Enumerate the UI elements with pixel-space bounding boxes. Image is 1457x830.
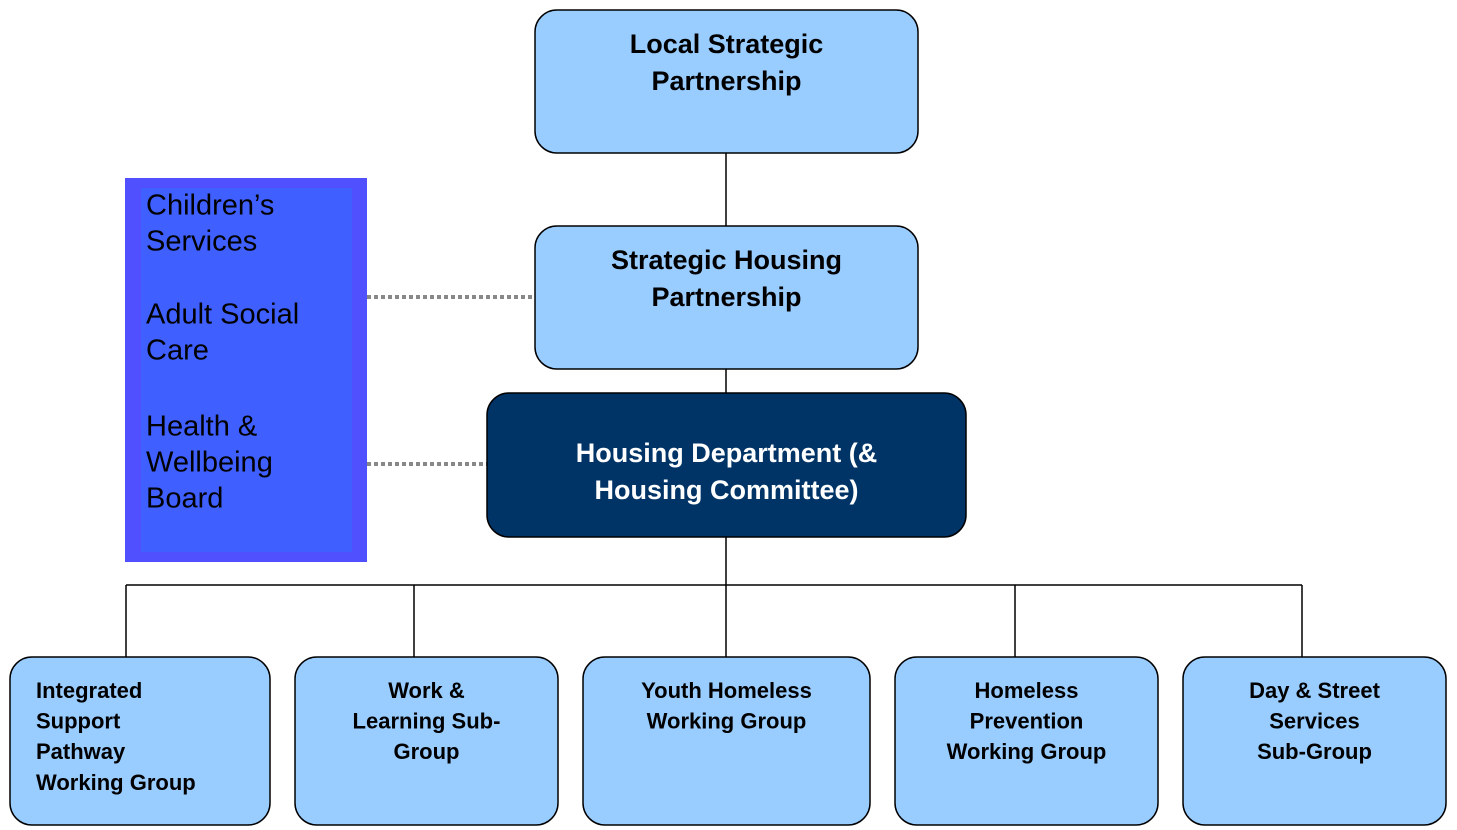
node-box xyxy=(534,9,919,154)
node-label: Partnership xyxy=(651,282,801,312)
node-label: Working Group xyxy=(947,739,1107,764)
node-label: Work & xyxy=(388,678,465,703)
side-item: Health & xyxy=(146,411,257,443)
node-label: Housing Committee) xyxy=(594,475,858,505)
node-box xyxy=(294,656,559,826)
node-label: Working Group xyxy=(647,709,807,734)
node-label: Day & Street xyxy=(1249,678,1381,703)
node-box xyxy=(894,656,1159,826)
node-box xyxy=(534,225,919,370)
node-label: Learning Sub- xyxy=(353,709,501,734)
node-box xyxy=(486,392,967,538)
side-box-inner xyxy=(141,188,352,552)
node-box xyxy=(1182,656,1447,826)
side-item: Adult Social xyxy=(146,299,299,331)
node-box xyxy=(9,656,271,826)
node-label: Working Group xyxy=(36,770,196,795)
node-box xyxy=(582,656,871,826)
node-label: Services xyxy=(1269,709,1360,734)
node-label: Prevention xyxy=(970,709,1084,734)
node-label: Support xyxy=(36,709,121,734)
side-item: Wellbeing xyxy=(146,447,273,479)
node-label: Group xyxy=(394,739,460,764)
node-label: Youth Homeless xyxy=(641,678,812,703)
node-label: Partnership xyxy=(651,66,801,96)
dotted-links xyxy=(367,295,535,466)
node-label: Housing Department (& xyxy=(576,438,878,468)
connectors xyxy=(125,153,1303,657)
node-label: Homeless xyxy=(975,678,1079,703)
side-item: Care xyxy=(146,335,209,367)
node-label: Local Strategic xyxy=(630,29,824,59)
node-label: Pathway xyxy=(36,739,126,764)
node-label: Integrated xyxy=(36,678,142,703)
side-item: Children’s xyxy=(146,190,274,222)
side-item: Services xyxy=(146,226,257,258)
node-label: Sub-Group xyxy=(1257,739,1372,764)
node-label: Strategic Housing xyxy=(611,245,842,275)
side-item: Board xyxy=(146,483,223,515)
